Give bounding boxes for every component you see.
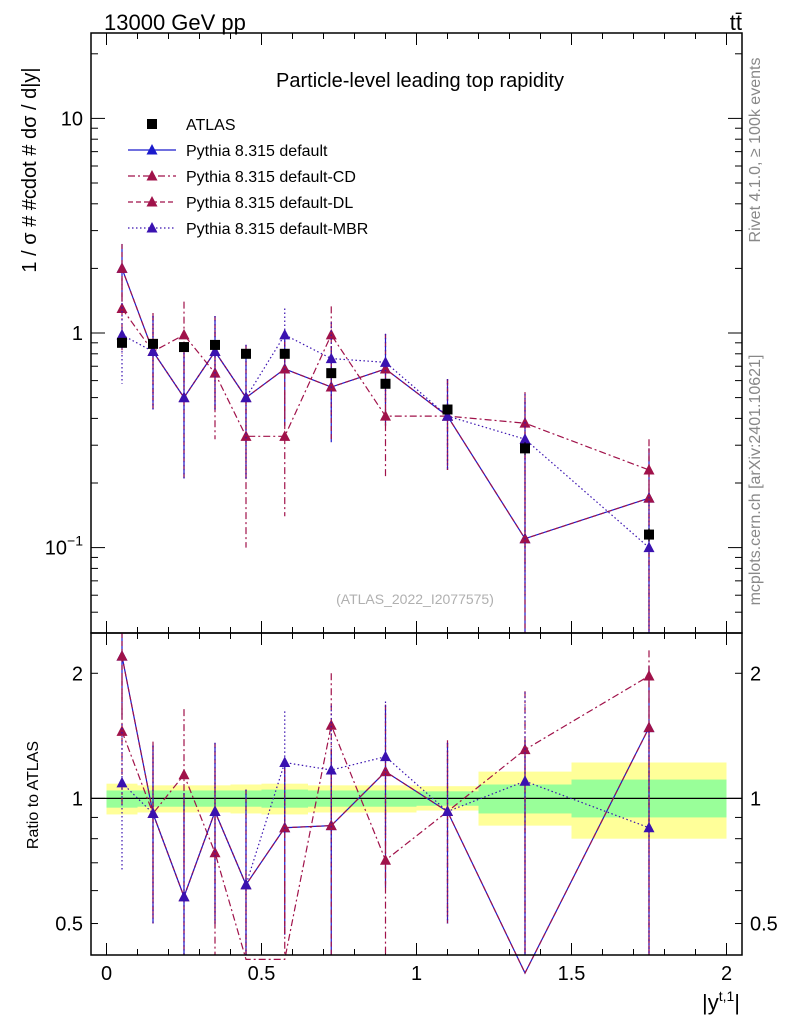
data-point-mbr (209, 805, 221, 817)
legend-marker-dl (146, 196, 158, 207)
data-point-cd (178, 328, 190, 340)
rivet-label: Rivet 4.1.0, ≥ 100k events (747, 58, 764, 243)
data-point-mbr (240, 391, 252, 403)
data-point-dl (279, 362, 291, 374)
data-point-mbr (325, 352, 337, 364)
chart-title: Particle-level leading top rapidity (276, 70, 564, 92)
data-point-dl (325, 381, 337, 392)
legend-label-atlas: ATLAS (186, 117, 236, 134)
ratio-y-tick-label: 1 (72, 788, 83, 810)
analysis-watermark: (ATLAS_2022_I2077575) (336, 591, 494, 607)
data-point-atlas (241, 348, 251, 359)
ratio-y-tick-label: 2 (72, 663, 83, 685)
main-y-tick-label: 10−1 (45, 533, 83, 560)
ratio-y-tick-label: 0.5 (55, 914, 83, 936)
x-tick-label: 1.5 (558, 963, 586, 985)
data-point-atlas (148, 338, 158, 349)
data-point-mbr (147, 807, 159, 818)
data-point-mbr (147, 345, 159, 356)
data-point-cd (279, 430, 291, 441)
data-point-atlas (644, 529, 654, 540)
data-point-dl (279, 821, 291, 833)
data-point-dl (643, 721, 655, 733)
data-point-cd (116, 725, 128, 736)
data-point-mbr (178, 890, 190, 902)
data-point-mbr (442, 410, 453, 421)
data-point-cd (325, 719, 337, 730)
data-point-dl (116, 262, 128, 273)
data-point-dl (116, 650, 128, 661)
data-point-mbr (178, 391, 190, 403)
series-line-dl (121, 268, 650, 540)
data-point-mbr (279, 328, 291, 340)
ratio-plot-frame (90, 632, 743, 956)
legend-label-cd: Pythia 8.315 default-CD (186, 169, 356, 186)
ratio-y-axis-label: Ratio to ATLAS (25, 741, 42, 849)
data-point-mbr (519, 775, 531, 786)
x-tick-label: 1 (411, 963, 422, 985)
data-point-atlas (179, 342, 189, 353)
data-point-mbr (380, 750, 391, 762)
data-point-atlas (117, 337, 127, 348)
source-label: mcplots.cern.ch [arXiv:2401.10621] (747, 355, 764, 606)
data-point-mbr (240, 878, 252, 890)
series-line-mbr (121, 756, 650, 899)
data-point-cd (325, 328, 337, 340)
process-label: tt̄ (730, 10, 742, 35)
series-line-mbr (121, 334, 650, 549)
x-tick-label: 0 (101, 963, 112, 985)
data-point-mbr (116, 776, 128, 788)
x-tick-label: 0.5 (248, 963, 276, 985)
x-axis-label: |yt,1| (702, 988, 740, 1015)
main-y-tick-label: 10 (61, 108, 83, 130)
legend-marker-atlas (147, 119, 157, 129)
data-point-mbr (643, 541, 655, 553)
energy-label: 13000 GeV pp (104, 10, 246, 35)
data-point-atlas (210, 339, 220, 350)
legend-label-default: Pythia 8.315 default (186, 143, 328, 160)
main-plot-layer: 10 1 10−1 (45, 33, 742, 634)
legend-label-dl: Pythia 8.315 default-DL (186, 195, 353, 212)
data-point-dl (325, 819, 337, 831)
data-point-mbr (643, 821, 655, 833)
data-point-atlas (380, 378, 391, 389)
data-point-atlas (326, 368, 337, 379)
data-point-mbr (325, 764, 337, 775)
data-point-mbr (209, 345, 221, 356)
x-tick-label: 2 (721, 963, 732, 985)
legend-marker-cd (146, 170, 158, 181)
legend: ATLAS Pythia 8.315 default Pythia 8.315 de… (128, 117, 368, 238)
data-point-mbr (380, 356, 391, 367)
data-point-cd (178, 768, 190, 780)
data-point-atlas (520, 443, 530, 454)
series-line-cd (121, 675, 650, 960)
legend-marker-default (146, 144, 158, 155)
data-point-mbr (116, 328, 128, 340)
main-y-axis-label: 1 / σ # #cdot # dσ / d|y| (19, 67, 41, 272)
ratio-panel: 2 2 1 1 0.5 0.5 0 0.5 1 1.5 2 Ratio to ATLAS |yt,1… (25, 632, 778, 1015)
legend-marker-mbr (146, 222, 158, 233)
ratio-y-tick-label-right: 1 (750, 788, 761, 810)
data-point-atlas (442, 404, 453, 415)
data-point-mbr (519, 433, 531, 444)
data-point-mbr (279, 756, 291, 768)
legend-label-mbr: Pythia 8.315 default-MBR (186, 221, 368, 238)
ratio-plot-layer: 2 2 1 1 0.5 0.5 0 0.5 1 1.5 2 (55, 633, 778, 985)
main-y-tick-label: 1 (72, 323, 83, 345)
data-point-mbr (442, 805, 453, 817)
main-panel: 10 1 10−1 Particle-level leading top rapid… (19, 32, 743, 634)
ratio-y-tick-label-right: 2 (750, 663, 761, 685)
data-point-dl (380, 362, 391, 374)
data-point-atlas (279, 348, 290, 359)
ratio-y-tick-label-right: 0.5 (750, 914, 778, 936)
